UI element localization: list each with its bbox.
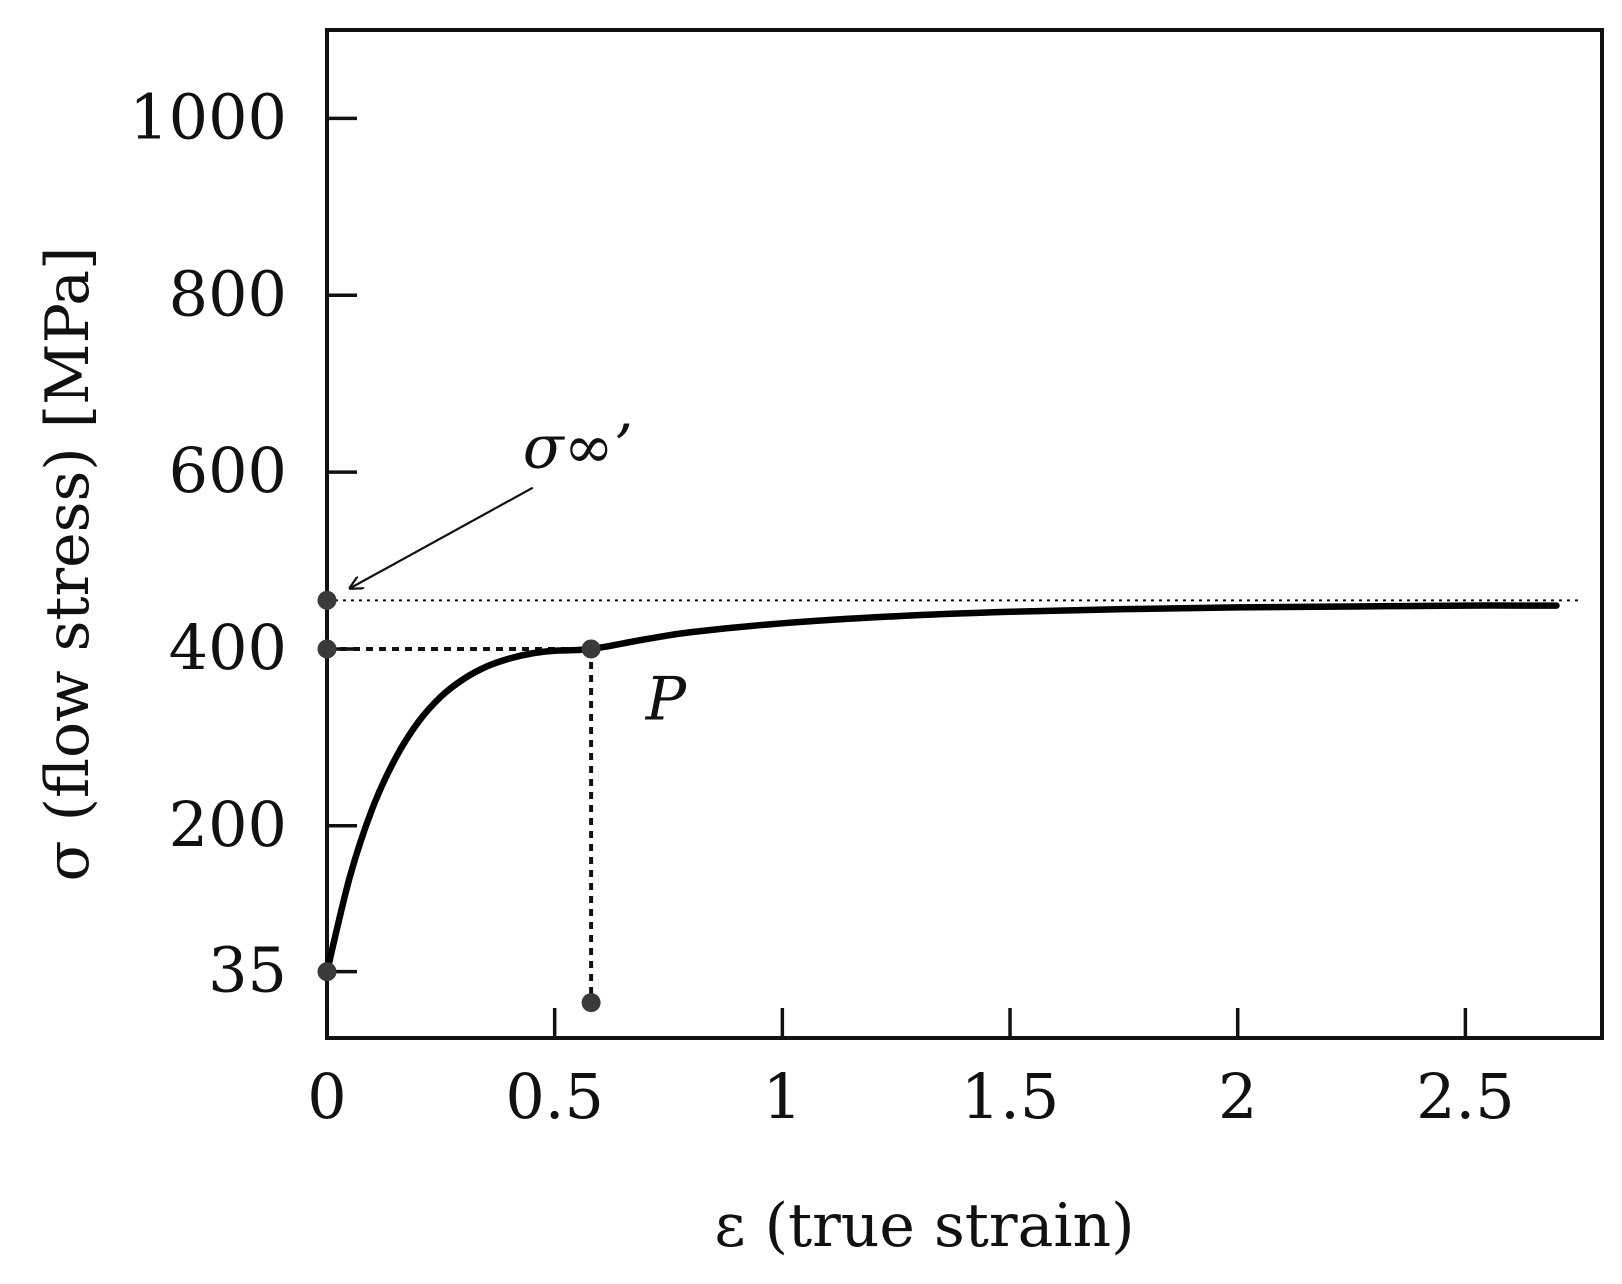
x-axis-label: ε (true strain) — [714, 1191, 1134, 1261]
x-tick-label: 0 — [307, 1060, 346, 1133]
y-tick-label: 400 — [169, 611, 287, 684]
x-tick-label: 1 — [763, 1060, 802, 1133]
x-tick-label: 2.5 — [1416, 1060, 1515, 1133]
marked-point — [317, 962, 337, 982]
y-tick-label: 35 — [208, 934, 287, 1007]
annotation-arrow — [351, 486, 534, 588]
y-tick-label: 600 — [169, 434, 287, 507]
y-tick-label: 800 — [169, 257, 287, 330]
marked-point — [581, 993, 601, 1013]
flow-stress-curve — [323, 602, 1560, 975]
y-axis-label: σ (flow stress) [MPa] — [33, 247, 103, 882]
annotation-label: σ∞’ — [523, 413, 633, 483]
marked-point — [317, 590, 337, 610]
x-tick-label: 1.5 — [961, 1060, 1060, 1133]
x-tick-label: 2 — [1218, 1060, 1257, 1133]
marked-point — [581, 639, 601, 659]
annotation-label: P — [645, 665, 688, 735]
x-tick-label: 0.5 — [505, 1060, 604, 1133]
y-tick-label: 200 — [169, 788, 287, 861]
marked-point — [317, 639, 337, 659]
y-tick-label: 1000 — [129, 80, 287, 153]
plot-frame — [325, 28, 1604, 1040]
